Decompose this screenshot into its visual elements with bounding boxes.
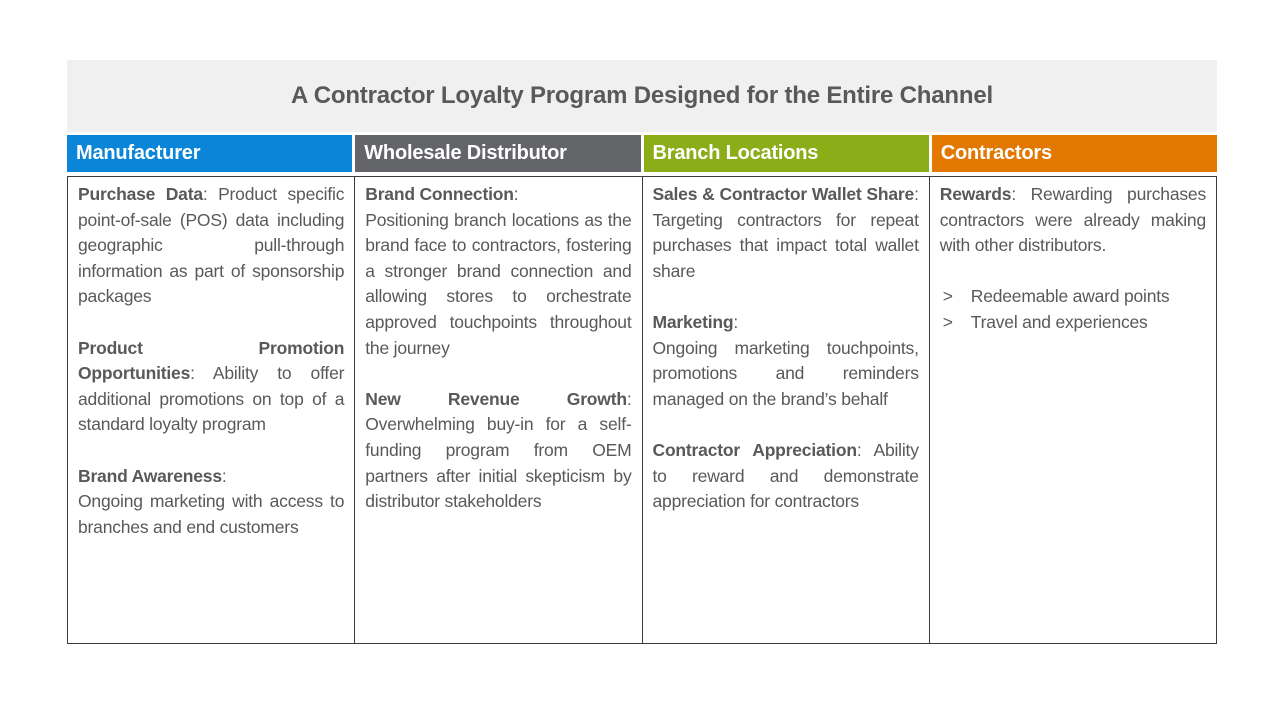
block-text: Rewarding purchases contractors were alr… [939, 184, 1206, 256]
column-header-contractors: Contractors [931, 135, 1217, 172]
text-block-brand-awareness: Brand Awareness: Ongoing marketing with a… [78, 464, 344, 541]
block-label: Rewards [939, 184, 1012, 204]
table-header-row: Manufacturer Wholesale Distributor Branc… [67, 135, 1217, 172]
column-header-manufacturer: Manufacturer [67, 135, 353, 172]
table-body-row: Purchase Data: Product specific point-of… [67, 176, 1217, 644]
block-separator: : [190, 363, 213, 384]
block-separator: : [513, 184, 519, 204]
text-block-brand-connection: Brand Connection: Positioning branch loca… [365, 182, 631, 361]
bullet-text: Travel and experiences [970, 311, 1148, 332]
block-text: Ability to offer additional promotions o… [78, 363, 345, 435]
block-label: Marketing [652, 311, 734, 332]
column-body-wholesale-distributor: Brand Connection: Positioning branch loca… [354, 177, 641, 643]
block-text: Ability to reward and demonstrate apprec… [652, 439, 919, 512]
block-label: Purchase Data [78, 184, 203, 204]
page-title: A Contractor Loyalty Program Designed fo… [291, 82, 993, 109]
text-block-new-revenue-growth: New Revenue Growth: Overwhelming buy-in … [365, 387, 631, 515]
block-separator: : [914, 184, 919, 204]
column-body-contractors: Rewards: Rewarding purchases contractors… [928, 177, 1216, 643]
text-block-contractor-appreciation: Contractor Appreciation: Ability to rewa… [653, 438, 919, 515]
block-text: Product specific point-of-sale (POS) dat… [78, 184, 345, 307]
text-block-purchase-data: Purchase Data: Product specific point-of… [78, 182, 344, 310]
column-header-label: Contractors [940, 142, 1052, 164]
block-text: Overwhelming buy-in for a self-funding p… [365, 414, 632, 512]
column-header-label: Manufacturer [76, 142, 201, 164]
loyalty-program-table: A Contractor Loyalty Program Designed fo… [67, 60, 1217, 644]
column-header-label: Branch Locations [652, 142, 819, 164]
column-header-wholesale-distributor: Wholesale Distributor [355, 135, 641, 172]
block-text: Ongoing marketing touchpoints, promotion… [652, 337, 919, 409]
block-separator: : [202, 184, 219, 204]
block-label: Brand Connection [365, 184, 514, 204]
column-header-branch-locations: Branch Locations [643, 135, 929, 172]
bullet-marker: > [942, 311, 953, 332]
block-text: Positioning branch locations as the bran… [365, 209, 632, 358]
column-body-branch-locations: Sales & Contractor Wallet Share: Targeti… [641, 177, 929, 643]
block-separator: : [856, 439, 874, 460]
block-text: Targeting contractors for repeat purchas… [652, 209, 919, 281]
block-label: Product Promotion Opportunities [78, 337, 345, 384]
text-block-marketing: Marketing: Ongoing marketing touchpoints,… [653, 310, 919, 412]
text-block-rewards: Rewards: Rewarding purchases contractors… [940, 182, 1206, 259]
block-separator: : [221, 465, 227, 486]
text-block-product-promotion: Product Promotion Opportunities: Ability… [78, 336, 344, 438]
block-text: Ongoing marketing with access to branche… [78, 491, 345, 537]
bullet-text: Redeemable award points [970, 286, 1170, 307]
column-body-manufacturer: Purchase Data: Product specific point-of… [68, 177, 354, 643]
bullet-item-travel-experiences: > Travel and experiences [940, 310, 1206, 336]
block-separator: : [733, 311, 739, 332]
block-label: Contractor Appreciation [652, 439, 858, 460]
text-block-sales-wallet-share: Sales & Contractor Wallet Share: Targeti… [653, 182, 919, 284]
bullet-item-redeemable-points: > Redeemable award points [940, 284, 1206, 310]
block-label: New Revenue Growth [365, 388, 627, 409]
block-separator: : [1011, 184, 1031, 204]
bullet-marker: > [942, 286, 953, 307]
column-header-label: Wholesale Distributor [364, 142, 567, 164]
block-label: Brand Awareness [78, 465, 222, 486]
block-separator: : [626, 388, 632, 409]
block-label: Sales & Contractor Wallet Share [652, 184, 915, 204]
title-band: A Contractor Loyalty Program Designed fo… [67, 60, 1217, 132]
